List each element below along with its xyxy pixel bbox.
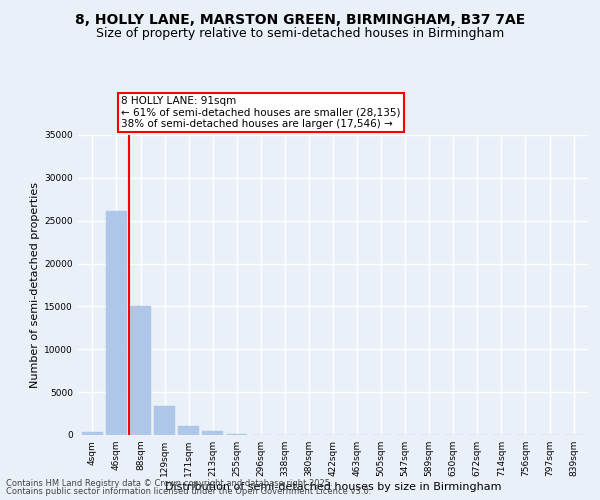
Bar xyxy=(227,434,247,435)
Bar xyxy=(202,431,223,435)
Y-axis label: Number of semi-detached properties: Number of semi-detached properties xyxy=(30,182,40,388)
X-axis label: Distribution of semi-detached houses by size in Birmingham: Distribution of semi-detached houses by … xyxy=(165,482,501,492)
Bar xyxy=(130,306,151,435)
Bar xyxy=(82,432,103,435)
Text: 8 HOLLY LANE: 91sqm
← 61% of semi-detached houses are smaller (28,135)
38% of se: 8 HOLLY LANE: 91sqm ← 61% of semi-detach… xyxy=(121,96,401,129)
Text: Size of property relative to semi-detached houses in Birmingham: Size of property relative to semi-detach… xyxy=(96,28,504,40)
Bar xyxy=(178,426,199,435)
Bar xyxy=(154,406,175,435)
Bar xyxy=(106,212,127,435)
Text: Contains HM Land Registry data © Crown copyright and database right 2025.: Contains HM Land Registry data © Crown c… xyxy=(6,478,332,488)
Text: Contains public sector information licensed under the Open Government Licence v3: Contains public sector information licen… xyxy=(6,487,371,496)
Text: 8, HOLLY LANE, MARSTON GREEN, BIRMINGHAM, B37 7AE: 8, HOLLY LANE, MARSTON GREEN, BIRMINGHAM… xyxy=(75,12,525,26)
